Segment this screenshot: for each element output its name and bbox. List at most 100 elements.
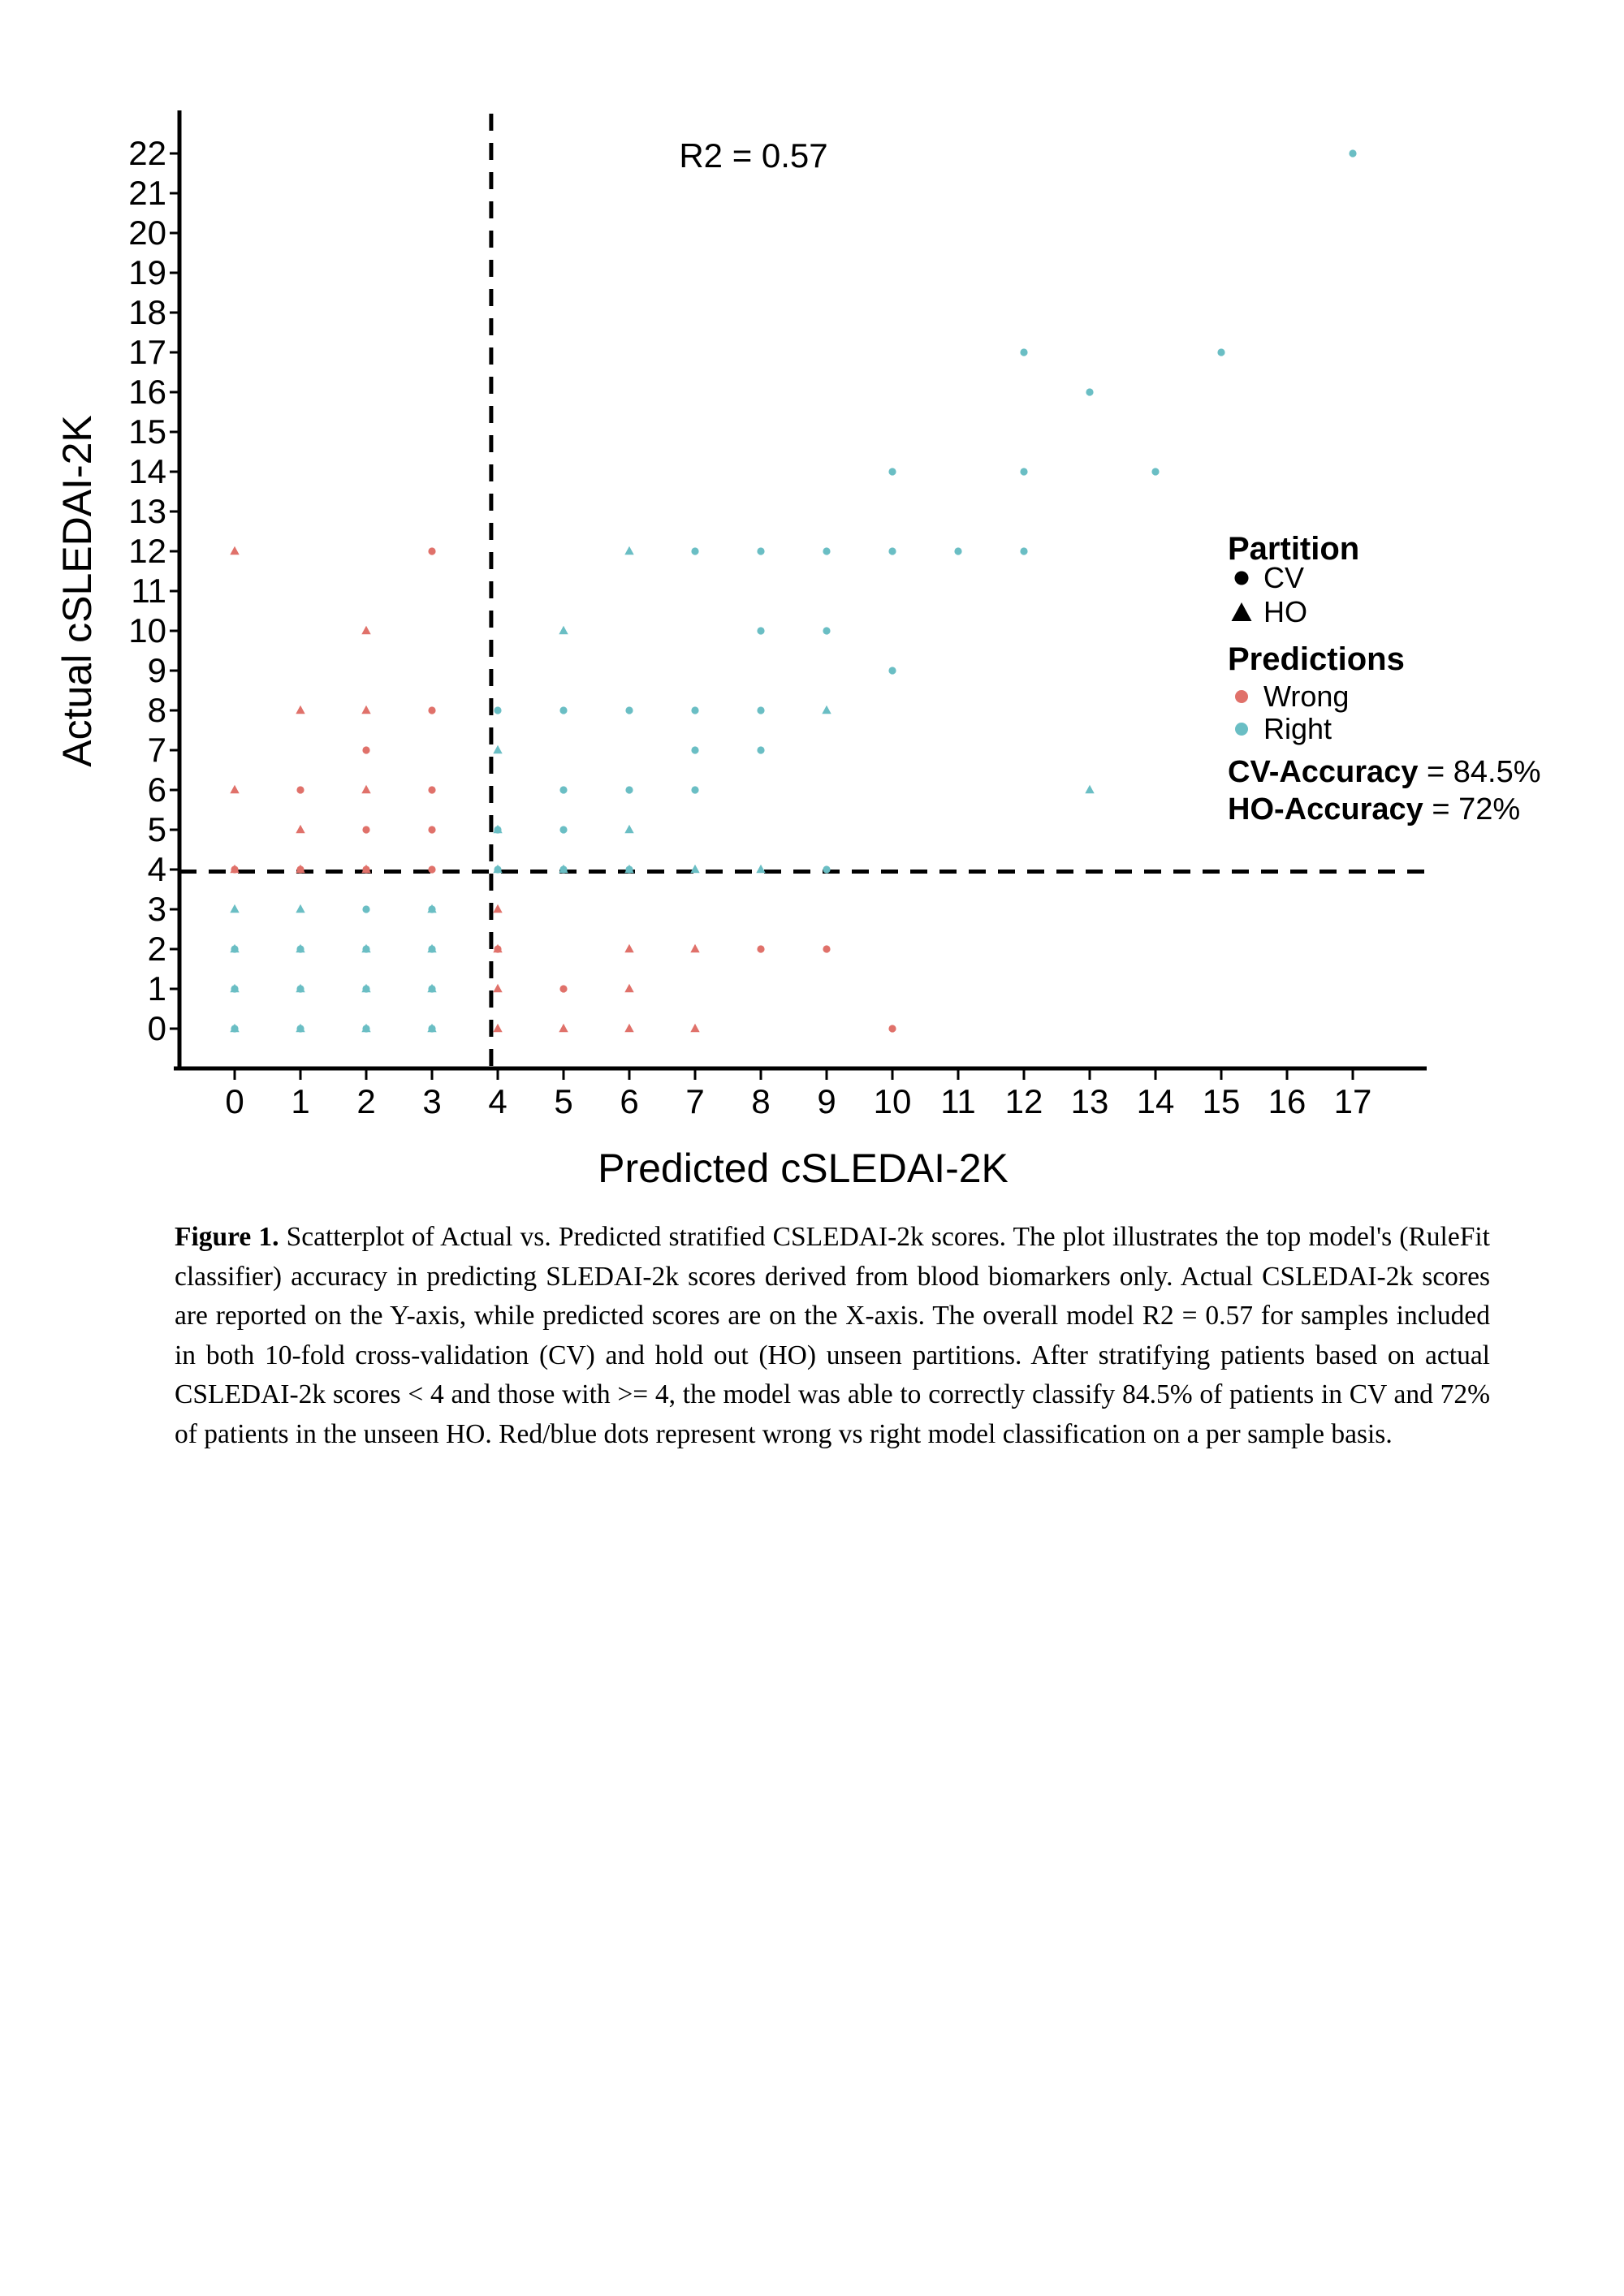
legend-item-wrong: Wrong	[1229, 679, 1349, 714]
data-point-ho-right	[361, 943, 371, 953]
data-point-cv-right	[625, 706, 633, 714]
right-dot-icon	[1235, 723, 1248, 736]
data-point-ho-right	[427, 1023, 437, 1033]
x-tick-label: 1	[291, 1082, 310, 1120]
data-point-cv-right	[625, 786, 633, 794]
x-tick-label: 9	[817, 1082, 836, 1120]
y-tick-label: 15	[128, 412, 166, 451]
data-point-cv-right	[757, 547, 765, 555]
data-point-cv-right	[559, 826, 568, 834]
data-point-ho-right	[493, 744, 503, 754]
x-tick-label: 6	[620, 1082, 639, 1120]
y-tick-label: 5	[147, 810, 166, 848]
plot-legend: Partition CV HO Predictions Wrong Right	[1228, 531, 1609, 856]
legend-item-label: HO	[1263, 595, 1307, 628]
data-point-cv-right	[757, 627, 765, 635]
data-point-ho-wrong	[493, 983, 503, 993]
data-point-cv-right	[888, 667, 896, 675]
data-point-ho-right	[559, 625, 568, 635]
legend-item-ho: HO	[1229, 594, 1307, 630]
data-point-cv-right	[954, 547, 962, 555]
y-tick-label: 2	[147, 930, 166, 968]
data-point-cv-right	[1217, 348, 1225, 356]
data-point-ho-wrong	[690, 1023, 700, 1033]
data-point-ho-wrong	[361, 625, 371, 635]
data-point-ho-right	[559, 864, 568, 874]
data-point-ho-right	[624, 864, 634, 874]
figure-caption: Figure 1. Scatterplot of Actual vs. Pred…	[175, 1218, 1490, 1454]
data-point-cv-right	[691, 746, 699, 754]
data-point-cv-right	[691, 706, 699, 714]
x-tick-label: 14	[1136, 1082, 1175, 1120]
legend-item-right: Right	[1229, 711, 1332, 747]
data-point-cv-wrong	[428, 786, 436, 794]
data-point-cv-right	[757, 746, 765, 754]
x-tick-label: 12	[1004, 1082, 1043, 1120]
y-tick-label: 20	[128, 214, 166, 252]
caption-text: Scatterplot of Actual vs. Predicted stra…	[175, 1222, 1490, 1449]
legend-item-label: CV	[1263, 561, 1305, 594]
data-point-cv-wrong	[888, 1025, 896, 1033]
y-tick-label: 7	[147, 731, 166, 769]
data-point-cv-right	[888, 468, 896, 476]
scatter-canvas	[170, 110, 1427, 1080]
data-point-ho-right	[756, 864, 766, 874]
y-tick-label: 22	[128, 134, 166, 172]
data-point-ho-wrong	[690, 943, 700, 953]
data-point-ho-wrong	[624, 983, 634, 993]
data-point-cv-right	[888, 547, 896, 555]
data-point-cv-right	[691, 547, 699, 555]
data-point-ho-right	[230, 904, 240, 913]
y-tick-label: 13	[128, 492, 166, 530]
y-tick-label: 11	[131, 572, 166, 610]
cv-circle-icon	[1234, 571, 1249, 585]
data-point-cv-wrong	[428, 706, 436, 714]
data-point-cv-right	[691, 786, 699, 794]
x-tick-label: 2	[356, 1082, 376, 1120]
data-point-ho-right	[296, 943, 305, 953]
y-tick-label: 1	[147, 969, 166, 1008]
data-point-ho-right	[690, 864, 700, 874]
data-point-cv-right	[823, 627, 831, 635]
data-point-ho-right	[361, 983, 371, 993]
legend-partition-title: Partition	[1228, 531, 1360, 567]
data-point-ho-right	[427, 904, 437, 913]
data-point-ho-right	[493, 824, 503, 834]
data-point-ho-wrong	[493, 904, 503, 913]
data-point-ho-wrong	[230, 864, 240, 874]
data-point-ho-right	[296, 904, 305, 913]
x-tick-label: 4	[488, 1082, 508, 1120]
data-point-cv-right	[1020, 468, 1028, 476]
x-tick-label: 8	[751, 1082, 771, 1120]
y-tick-label: 9	[147, 651, 166, 689]
data-point-ho-right	[624, 824, 634, 834]
legend-item-label: Wrong	[1263, 680, 1350, 713]
y-tick-label: 17	[128, 333, 166, 371]
data-point-ho-wrong	[296, 864, 305, 874]
data-point-cv-wrong	[428, 826, 436, 834]
data-point-ho-wrong	[493, 1023, 503, 1033]
data-point-cv-wrong	[559, 985, 568, 993]
data-point-ho-right	[427, 983, 437, 993]
x-tick-label: 10	[873, 1082, 912, 1120]
y-tick-label: 21	[128, 174, 166, 212]
x-tick-label: 15	[1202, 1082, 1241, 1120]
y-tick-label: 16	[128, 373, 166, 411]
wrong-dot-icon	[1235, 690, 1248, 703]
data-point-cv-right	[823, 547, 831, 555]
x-tick-label: 11	[940, 1082, 976, 1120]
data-point-cv-right	[1020, 348, 1028, 356]
data-point-ho-wrong	[361, 784, 371, 794]
cv-accuracy-stat: CV-Accuracy = 84.5%	[1228, 755, 1541, 789]
data-point-cv-right	[362, 905, 370, 913]
y-tick-label: 3	[147, 890, 166, 928]
x-tick-label: 16	[1268, 1082, 1307, 1120]
data-point-cv-right	[1349, 149, 1357, 158]
data-point-cv-wrong	[362, 826, 370, 834]
data-point-cv-wrong	[823, 945, 831, 953]
data-point-cv-right	[559, 706, 568, 714]
x-tick-label: 13	[1070, 1082, 1109, 1120]
data-point-cv-right	[1020, 547, 1028, 555]
ho-accuracy-stat: HO-Accuracy = 72%	[1228, 792, 1521, 826]
